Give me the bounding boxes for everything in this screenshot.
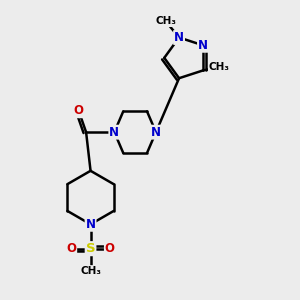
Text: N: N bbox=[109, 126, 119, 139]
Text: CH₃: CH₃ bbox=[80, 266, 101, 276]
Text: N: N bbox=[198, 39, 208, 52]
Text: N: N bbox=[85, 218, 96, 231]
Text: N: N bbox=[151, 126, 161, 139]
Text: S: S bbox=[86, 242, 95, 255]
Text: O: O bbox=[74, 104, 84, 117]
Text: CH₃: CH₃ bbox=[209, 62, 230, 73]
Text: O: O bbox=[66, 242, 76, 255]
Text: N: N bbox=[174, 31, 184, 44]
Text: O: O bbox=[105, 242, 115, 255]
Text: CH₃: CH₃ bbox=[155, 16, 176, 26]
